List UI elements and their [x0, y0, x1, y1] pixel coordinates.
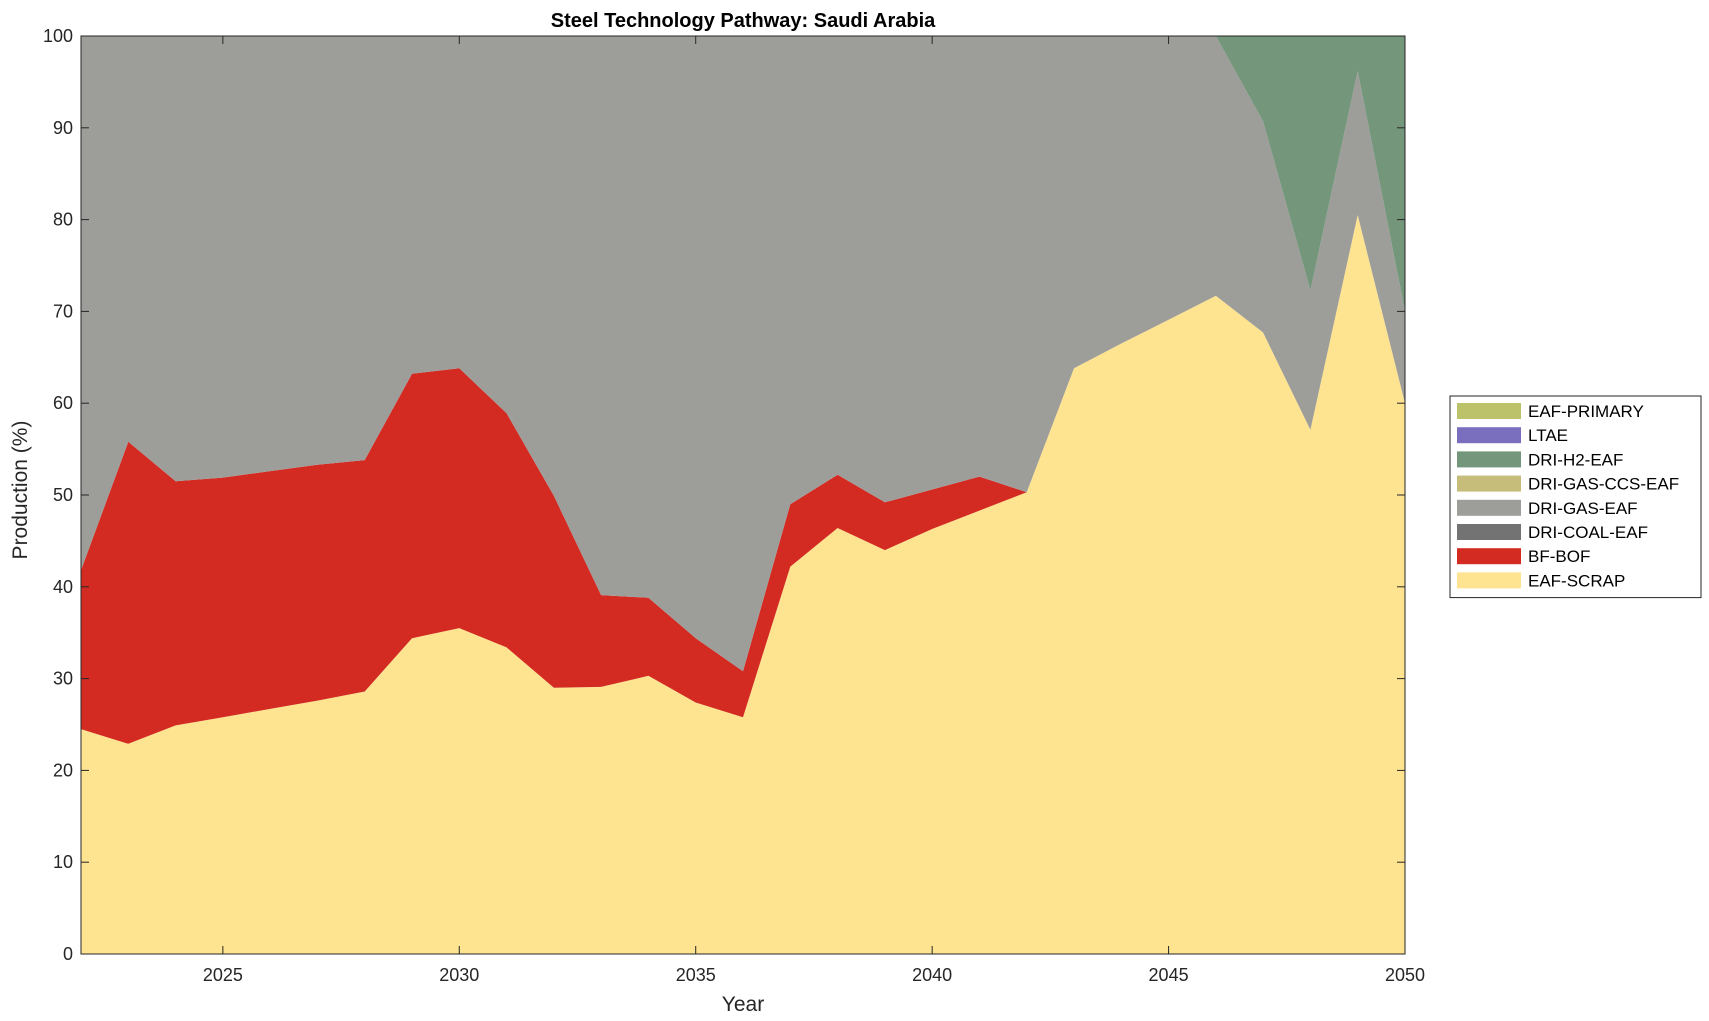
x-tick-label: 2030: [439, 965, 479, 985]
y-tick-label: 60: [53, 393, 73, 413]
y-axis-label: Production (%): [9, 421, 32, 560]
legend-label-ltae: LTAE: [1528, 426, 1568, 445]
legend-label-dri-coal-eaf: DRI-COAL-EAF: [1528, 523, 1648, 542]
area-dri-h2-eaf: [81, 36, 1405, 312]
legend-label-dri-h2-eaf: DRI-H2-EAF: [1528, 450, 1623, 469]
area-bf-bof: [81, 215, 1405, 744]
legend: EAF-PRIMARY LTAE DRI-H2-EAF DRI-GAS-CCS-EAF…: [1449, 395, 1702, 599]
legend-swatch-dri-gas-eaf: [1457, 499, 1521, 516]
legend-swatch-dri-h2-eaf: [1457, 451, 1521, 468]
x-axis-label: Year: [722, 993, 764, 1016]
y-tick-label: 30: [53, 669, 73, 689]
area-layers: [81, 36, 1405, 954]
y-tick-label: 0: [63, 944, 73, 964]
legend-label-bf-bof: BF-BOF: [1528, 547, 1590, 566]
y-tick-label: 90: [53, 118, 73, 138]
legend-swatch-eaf-scrap: [1457, 572, 1521, 589]
y-tick-label: 50: [53, 485, 73, 505]
area-dri-gas-eaf: [81, 36, 1405, 672]
x-tick-label: 2040: [912, 965, 952, 985]
legend-swatch-dri-coal-eaf: [1457, 524, 1521, 540]
x-tick-label: 2050: [1385, 965, 1425, 985]
legend-swatch-eaf-primary: [1457, 403, 1521, 419]
y-axis: 0 10 20 30 40 50 60 70 80 90 100: [43, 26, 1405, 964]
area-eaf-scrap: [81, 215, 1405, 954]
y-tick-label: 70: [53, 301, 73, 321]
y-tick-label: 20: [53, 760, 73, 780]
x-tick-label: 2035: [676, 965, 716, 985]
y-tick-label: 100: [43, 26, 73, 46]
legend-label-eaf-scrap: EAF-SCRAP: [1528, 571, 1625, 590]
legend-label-dri-gas-eaf: DRI-GAS-EAF: [1528, 499, 1638, 518]
x-tick-label: 2045: [1149, 965, 1189, 985]
legend-label-eaf-primary: EAF-PRIMARY: [1528, 402, 1644, 421]
x-axis: 2025 2030 2035 2040 2045 2050: [203, 36, 1425, 985]
y-tick-label: 80: [53, 210, 73, 230]
legend-label-dri-gas-ccs-eaf: DRI-GAS-CCS-EAF: [1528, 475, 1679, 494]
chart-title: Steel Technology Pathway: Saudi Arabia: [551, 10, 936, 32]
y-tick-label: 40: [53, 577, 73, 597]
legend-swatch-ltae: [1457, 427, 1521, 444]
x-tick-label: 2025: [203, 965, 243, 985]
legend-box: [1449, 395, 1702, 599]
y-tick-label: 10: [53, 852, 73, 872]
legend-swatch-bf-bof: [1457, 548, 1521, 565]
legend-swatch-dri-gas-ccs-eaf: [1457, 475, 1521, 492]
